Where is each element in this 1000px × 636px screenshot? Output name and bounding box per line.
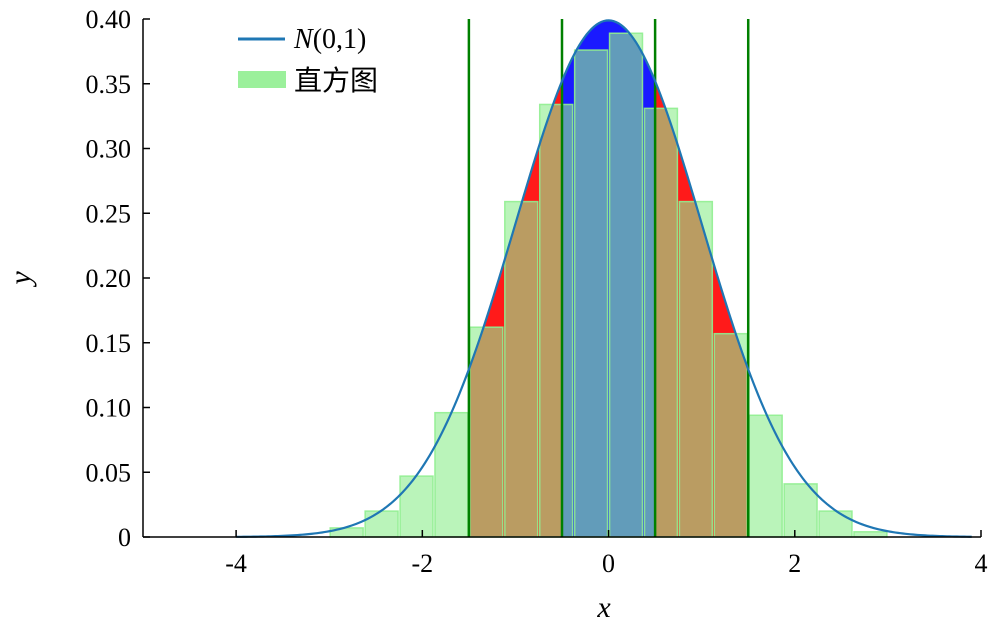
histogram-bar (573, 49, 609, 538)
y-tick-label: 0.05 (86, 458, 132, 487)
pdf-curve-layer (236, 19, 972, 538)
y-tick-label: 0.20 (86, 264, 132, 293)
histogram-bar (608, 32, 644, 538)
histogram-bar (783, 483, 818, 538)
legend-histogram-label: 直方图 (294, 65, 378, 97)
x-tick-label: -4 (225, 549, 247, 578)
y-axis-title: y (4, 271, 37, 288)
x-axis-title: x (596, 591, 611, 624)
legend-histogram-swatch (238, 71, 286, 88)
histogram-bar (748, 414, 783, 538)
histogram-bar (678, 200, 714, 538)
y-tick-label: 0.15 (86, 329, 132, 358)
vertical-lines (467, 19, 750, 537)
histogram-bar (538, 103, 574, 538)
pdf-curve (236, 19, 972, 538)
y-tick-label: 0 (118, 523, 131, 552)
histogram-bar (399, 475, 434, 538)
histogram-bar (434, 411, 469, 538)
y-tick-label: 0.30 (86, 135, 132, 164)
histogram-bar (853, 531, 888, 538)
histogram-bar (818, 510, 853, 538)
legend-curve-label-params: (0,1) (313, 24, 367, 55)
x-tick-label: 2 (788, 549, 801, 578)
x-tick-label: 0 (602, 549, 615, 578)
histogram-bar (713, 332, 748, 538)
legend-curve-label-n: N (293, 24, 314, 55)
histogram-bar (364, 510, 399, 538)
legend-curve-label: N(0,1) (293, 24, 366, 55)
y-tick-label: 0.40 (86, 5, 132, 34)
tick-labels: -4 -2 0 2 4 0 0.05 0.10 0.15 0.20 0.25 0.30 0.35 0.40 (86, 5, 988, 578)
legend: N(0,1) 直方图 (238, 24, 378, 97)
histogram-bar (469, 326, 504, 538)
x-tick-label: -2 (411, 549, 433, 578)
histogram-bar (643, 107, 679, 538)
y-tick-label: 0.25 (86, 199, 132, 228)
y-tick-label: 0.35 (86, 70, 132, 99)
x-tick-label: 4 (975, 549, 988, 578)
y-tick-label: 0.10 (86, 394, 132, 423)
histogram-bar (504, 200, 539, 538)
